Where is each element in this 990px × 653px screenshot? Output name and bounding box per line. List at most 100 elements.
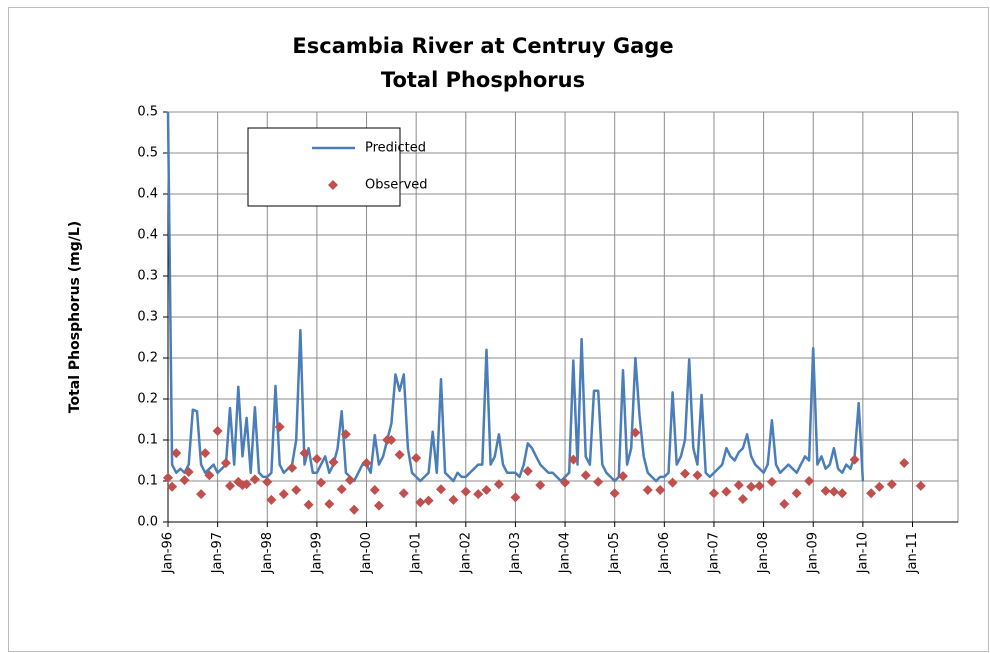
observed-point — [630, 427, 641, 438]
legend-box — [247, 127, 401, 207]
observed-point — [535, 480, 546, 491]
chart-subtitle: Total Phosphorus — [381, 68, 585, 92]
observed-point — [299, 448, 310, 459]
observed-point — [435, 484, 446, 495]
observed-point — [262, 476, 273, 487]
legend-label: Predicted — [365, 141, 426, 156]
observed-point — [274, 421, 285, 432]
x-tick-label: Jan-09 — [806, 532, 821, 574]
observed-point — [423, 495, 434, 506]
y-axis-label: Total Phosphorus (mg/L) — [67, 221, 83, 413]
observed-point — [311, 453, 322, 464]
chart-title: Escambia River at Centruy Gage — [292, 34, 673, 58]
observed-point — [303, 499, 314, 510]
observed-point — [667, 477, 678, 488]
observed-point — [617, 471, 628, 482]
legend-swatch — [328, 180, 338, 190]
y-tick-label: 0.4 — [137, 228, 158, 243]
observed-point — [754, 480, 765, 491]
observed-point — [481, 485, 492, 496]
observed-point — [460, 486, 471, 497]
observed-point — [655, 485, 666, 496]
x-tick-label: Jan-10 — [855, 532, 870, 574]
observed-point — [522, 466, 533, 477]
observed-point — [328, 457, 339, 468]
observed-point — [225, 480, 236, 491]
observed-point — [837, 488, 848, 499]
observed-point — [266, 494, 277, 505]
observed-point — [448, 494, 459, 505]
observed-point — [196, 489, 207, 500]
observed-point — [179, 475, 190, 486]
x-tick-label: Jan-01 — [409, 532, 424, 574]
observed-point — [349, 504, 360, 515]
observed-point — [886, 479, 897, 490]
observed-point — [899, 457, 910, 468]
observed-point — [361, 457, 372, 468]
observed-point — [874, 481, 885, 492]
observed-point — [609, 488, 620, 499]
observed-point — [779, 498, 790, 509]
y-tick-label: 0.4 — [137, 187, 158, 202]
y-tick-label: 0.2 — [137, 392, 158, 407]
observed-point — [415, 497, 426, 508]
x-tick-label: Jan-98 — [260, 532, 275, 574]
observed-point — [737, 494, 748, 505]
observed-point — [212, 425, 223, 436]
observed-point — [373, 500, 384, 511]
observed-point — [568, 454, 579, 465]
x-tick-label: Jan-96 — [161, 532, 176, 574]
observed-point — [241, 479, 252, 490]
x-tick-label: Jan-02 — [458, 532, 473, 574]
x-tick-label: Jan-99 — [309, 532, 324, 574]
observed-point — [692, 470, 703, 481]
observed-point — [394, 449, 405, 460]
observed-point — [340, 429, 351, 440]
y-tick-label: 0.0 — [137, 515, 158, 530]
observed-point — [163, 472, 173, 483]
observed-point — [369, 485, 380, 496]
observed-point — [560, 477, 571, 488]
y-tick-label: 0.1 — [137, 474, 158, 489]
observed-point — [915, 480, 926, 491]
y-tick-label: 0.5 — [137, 105, 158, 120]
x-tick-label: Jan-97 — [210, 532, 225, 574]
observed-point — [344, 475, 355, 486]
observed-point — [866, 488, 877, 499]
observed-point — [680, 468, 691, 479]
x-tick-label: Jan-03 — [508, 532, 523, 574]
observed-point — [593, 476, 604, 487]
y-tick-label: 0.3 — [137, 310, 158, 325]
x-tick-label: Jan-04 — [558, 532, 573, 574]
y-tick-label: 0.2 — [137, 351, 158, 366]
observed-point — [204, 470, 215, 481]
observed-point — [324, 498, 335, 509]
y-tick-label: 0.3 — [137, 269, 158, 284]
x-tick-label: Jan-06 — [657, 532, 672, 574]
observed-point — [804, 476, 815, 486]
x-tick-label: Jan-11 — [905, 532, 920, 574]
observed-point — [291, 485, 302, 496]
predicted-line — [166, 111, 865, 483]
observed-point — [510, 492, 521, 503]
observed-point — [791, 488, 802, 499]
x-tick-label: Jan-08 — [756, 532, 771, 574]
observed-point — [721, 486, 732, 497]
x-tick-label: Jan-05 — [607, 532, 622, 574]
y-tick-label: 0.5 — [137, 146, 158, 161]
observed-point — [766, 476, 777, 487]
observed-point — [828, 486, 839, 497]
y-tick-label: 0.1 — [137, 433, 158, 448]
observed-point — [398, 488, 409, 499]
observed-point — [249, 474, 260, 485]
observed-point — [820, 485, 831, 496]
observed-point — [316, 477, 327, 488]
observed-point — [183, 466, 194, 477]
x-tick-label: Jan-00 — [359, 532, 374, 574]
legend-label: Observed — [365, 178, 428, 193]
observed-point — [473, 489, 484, 500]
observed-point — [411, 453, 422, 464]
observed-point — [746, 481, 757, 492]
observed-point — [171, 448, 182, 459]
